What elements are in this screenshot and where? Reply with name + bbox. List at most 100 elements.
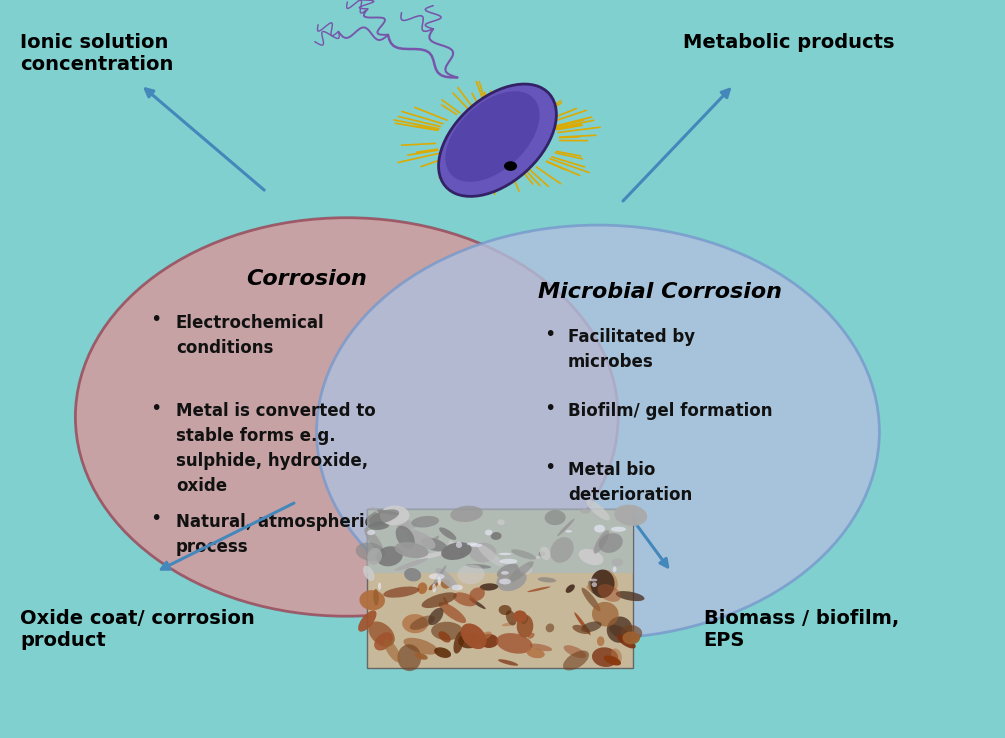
Ellipse shape [363,565,375,581]
Ellipse shape [396,520,416,530]
Ellipse shape [432,584,436,593]
Ellipse shape [405,530,435,549]
Ellipse shape [431,621,463,641]
Ellipse shape [611,649,622,663]
Ellipse shape [506,610,517,626]
Ellipse shape [410,615,435,630]
Text: Oxide coat/ corrosion
product: Oxide coat/ corrosion product [20,609,255,650]
Circle shape [317,225,879,638]
Ellipse shape [612,558,623,566]
Ellipse shape [478,632,491,641]
Ellipse shape [581,621,602,632]
Ellipse shape [582,587,600,611]
Ellipse shape [579,549,603,565]
Text: •: • [544,399,556,418]
Ellipse shape [422,593,457,608]
Ellipse shape [500,571,509,575]
Ellipse shape [457,565,484,584]
Bar [367,509,633,668]
Ellipse shape [404,568,421,582]
Ellipse shape [453,593,476,607]
Ellipse shape [395,542,428,558]
Ellipse shape [598,584,621,602]
Ellipse shape [592,601,619,627]
Ellipse shape [607,616,632,643]
Text: Corrosion: Corrosion [246,269,367,289]
Ellipse shape [490,532,501,540]
Ellipse shape [496,633,533,654]
Ellipse shape [496,569,527,591]
Ellipse shape [614,505,647,526]
Text: Metal bio
deterioration: Metal bio deterioration [568,461,692,504]
Ellipse shape [421,538,447,551]
Ellipse shape [376,546,403,566]
Ellipse shape [397,644,421,671]
Ellipse shape [590,579,597,582]
Ellipse shape [360,590,385,610]
Ellipse shape [566,584,575,593]
Ellipse shape [499,559,518,564]
Ellipse shape [522,616,529,624]
Ellipse shape [563,650,589,670]
Ellipse shape [384,639,401,662]
Ellipse shape [611,527,626,532]
Ellipse shape [591,570,615,598]
Ellipse shape [498,605,512,615]
Ellipse shape [528,632,535,638]
Text: •: • [150,509,162,528]
Bar [367,509,633,573]
Ellipse shape [613,567,617,572]
Text: Natural, atmospheric
process: Natural, atmospheric process [176,513,375,556]
Ellipse shape [535,556,540,559]
Ellipse shape [374,632,393,650]
Ellipse shape [574,613,591,635]
Ellipse shape [616,591,644,601]
Ellipse shape [469,587,484,601]
Ellipse shape [435,568,458,590]
Ellipse shape [520,565,533,574]
Text: Facilitated by
microbes: Facilitated by microbes [568,328,694,371]
Ellipse shape [530,644,552,651]
Ellipse shape [479,634,498,648]
Ellipse shape [429,573,444,579]
Ellipse shape [527,648,545,658]
Ellipse shape [395,558,428,570]
Ellipse shape [450,506,482,522]
Ellipse shape [466,542,477,545]
Ellipse shape [443,597,448,605]
Text: Biomass / biofilm,
EPS: Biomass / biofilm, EPS [704,609,898,650]
Ellipse shape [609,625,629,639]
Ellipse shape [469,542,496,562]
Ellipse shape [417,582,427,594]
Ellipse shape [428,582,438,590]
Ellipse shape [367,548,382,565]
Ellipse shape [366,509,397,527]
Ellipse shape [369,509,399,524]
Text: Microbial Corrosion: Microbial Corrosion [538,282,782,302]
Ellipse shape [505,162,518,171]
Ellipse shape [437,576,441,584]
Ellipse shape [400,520,410,531]
Ellipse shape [512,549,537,559]
Ellipse shape [358,610,377,632]
Ellipse shape [466,564,491,568]
Ellipse shape [599,533,623,553]
Ellipse shape [484,530,492,535]
Ellipse shape [432,565,446,587]
Ellipse shape [419,551,446,559]
Ellipse shape [587,584,611,594]
Ellipse shape [372,507,379,514]
Circle shape [75,218,618,616]
Ellipse shape [592,647,618,667]
Ellipse shape [517,615,534,638]
Text: •: • [544,325,556,344]
Text: Electrochemical
conditions: Electrochemical conditions [176,314,325,356]
Ellipse shape [439,528,456,540]
Ellipse shape [380,506,409,525]
Ellipse shape [497,520,505,525]
Text: Metabolic products: Metabolic products [683,33,894,52]
Ellipse shape [438,631,450,643]
Ellipse shape [373,589,379,606]
Ellipse shape [557,519,575,537]
Ellipse shape [470,543,482,547]
